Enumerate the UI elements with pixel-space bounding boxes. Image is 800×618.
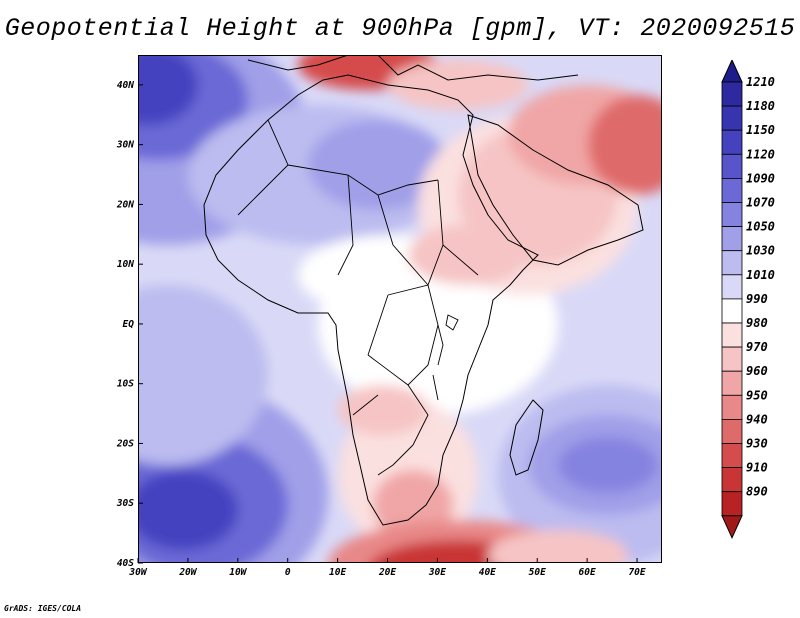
lon-tick-label: 30E: [428, 567, 446, 578]
lat-tick-label: 10S: [117, 379, 134, 390]
colorbar-label: 1010: [746, 268, 775, 282]
lat-tick-label: 40N: [117, 80, 134, 91]
colorbar-swatch: [721, 298, 743, 324]
colorbar-label: 960: [746, 364, 768, 378]
colorbar-swatch: [721, 274, 743, 300]
colorbar-swatch: [721, 322, 743, 348]
colorbar-label: 940: [746, 412, 768, 426]
colorbar-swatch: [721, 250, 743, 276]
colorbar-swatch: [721, 467, 743, 493]
lon-tick-label: 30W: [128, 567, 147, 578]
colorbar-swatch: [721, 370, 743, 396]
lat-tick-label: 40S: [117, 558, 134, 569]
lon-tick-label: 10W: [229, 567, 247, 578]
colorbar-swatch: [721, 226, 743, 252]
colorbar-swatch: [721, 202, 743, 228]
madagascar-coastline: [509, 399, 544, 476]
colorbar-swatch: [721, 418, 743, 444]
lon-tick-label: 50E: [529, 567, 546, 578]
colorbar-label: 1180: [746, 99, 775, 113]
great-lakes: [432, 314, 459, 401]
colorbar: 1210 1180 1150 1120 1090 1070 1050 1030 1010 990 9…: [721, 60, 775, 540]
lon-tick-label: 60E: [579, 567, 596, 578]
colorbar-swatch: [721, 394, 743, 420]
colorbar-label: 950: [746, 388, 768, 402]
colorbar-label: 970: [746, 340, 768, 354]
colorbar-swatch: [721, 105, 743, 131]
lon-tick-label: 10E: [329, 567, 346, 578]
colorbar-label: 1030: [746, 244, 775, 258]
colorbar-swatch: [721, 346, 743, 372]
colorbar-label: 890: [746, 485, 768, 499]
colorbar-label: 1120: [746, 147, 775, 161]
colorbar-swatch: [721, 178, 743, 203]
lon-tick-label: 40E: [479, 567, 496, 578]
map-frame: [138, 55, 662, 563]
colorbar-swatch: [721, 81, 743, 107]
europe-coastline: [247, 55, 579, 81]
lat-tick-label: 20S: [116, 438, 134, 449]
field-shading: [138, 55, 662, 563]
colorbar-label: 1150: [746, 123, 775, 137]
colorbar-swatch: [721, 491, 743, 517]
grads-credit: GrADS: IGES/COLA: [4, 604, 82, 613]
lon-tick-label: 0: [285, 567, 291, 578]
colorbar-label: 1210: [746, 75, 775, 89]
colorbar-label: 1050: [746, 220, 775, 234]
colorbar-label: 980: [746, 316, 768, 330]
colorbar-label: 1090: [746, 171, 775, 185]
colorbar-top-arrow: [721, 60, 743, 83]
lat-tick-label: 30N: [116, 140, 134, 151]
lat-tick-label: EQ: [123, 319, 135, 330]
africa-coastline: [203, 74, 539, 526]
arabia-coastline: [467, 114, 644, 266]
lon-tick-label: 70E: [628, 567, 645, 578]
map-panel: [138, 55, 662, 563]
colorbar-label: 930: [746, 437, 768, 451]
colorbar-label: 1070: [746, 196, 775, 210]
geopotential-map: [138, 55, 662, 563]
map-title: Geopotential Height at 900hPa [gpm], VT:…: [4, 14, 796, 43]
lat-tick-label: 30S: [116, 498, 134, 509]
colorbar-bottom-arrow: [721, 515, 743, 540]
lat-tick-label: 10N: [117, 259, 134, 270]
colorbar-label: 910: [746, 461, 768, 475]
colorbar-swatch: [721, 129, 743, 155]
colorbar-swatch: [721, 153, 743, 179]
lon-tick-label: 20W: [178, 567, 197, 578]
lon-tick-label: 20E: [378, 567, 396, 578]
colorbar-label: 990: [746, 292, 768, 306]
country-borders: [237, 119, 479, 476]
colorbar-swatch: [721, 443, 743, 469]
lat-tick-label: 20N: [116, 199, 134, 210]
